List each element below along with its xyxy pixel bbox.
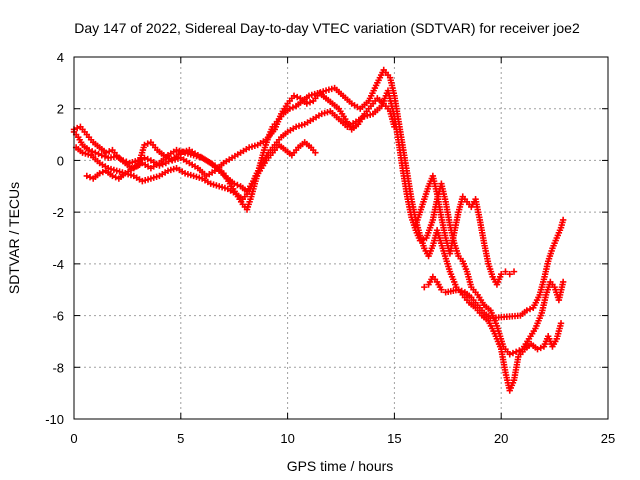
y-axis-label: SDTVAR / TECUs bbox=[6, 182, 22, 294]
series-track-4 bbox=[83, 139, 319, 195]
data-point bbox=[289, 104, 297, 111]
x-axis-label: GPS time / hours bbox=[287, 458, 394, 474]
y-tick-label: 4 bbox=[57, 50, 64, 65]
data-point bbox=[290, 92, 298, 99]
x-tick-label: 25 bbox=[601, 431, 615, 446]
data-point bbox=[144, 155, 151, 163]
data-point bbox=[286, 105, 293, 112]
y-tick-label: -8 bbox=[52, 360, 64, 375]
chart-title: Day 147 of 2022, Sidereal Day-to-day VTE… bbox=[74, 20, 580, 36]
data-point bbox=[559, 278, 567, 286]
data-point bbox=[88, 148, 96, 155]
data-point bbox=[74, 124, 81, 132]
data-point bbox=[303, 100, 311, 107]
data-point bbox=[502, 268, 509, 275]
series-track-6 bbox=[421, 216, 567, 322]
data-point bbox=[294, 93, 301, 101]
data-point bbox=[420, 236, 427, 243]
data-point bbox=[109, 172, 116, 180]
series-track-3 bbox=[70, 90, 398, 180]
x-tick-label: 5 bbox=[177, 431, 184, 446]
data-point bbox=[506, 351, 513, 358]
data-point bbox=[455, 286, 462, 293]
data-point bbox=[234, 181, 241, 189]
data-point bbox=[141, 141, 148, 149]
data-point bbox=[231, 180, 238, 187]
data-point bbox=[102, 149, 110, 156]
data-point bbox=[98, 152, 105, 159]
data-point bbox=[537, 344, 544, 352]
y-tick-label: -2 bbox=[52, 205, 64, 220]
data-point bbox=[509, 349, 517, 357]
data-point bbox=[159, 161, 166, 168]
data-point bbox=[416, 237, 424, 244]
data-point bbox=[438, 286, 445, 293]
x-tick-label: 20 bbox=[494, 431, 508, 446]
y-tick-label: 2 bbox=[57, 102, 64, 117]
data-point bbox=[516, 347, 523, 354]
data-point bbox=[83, 172, 91, 180]
y-tick-labels: -10 -8 -6 -4 -2 0 2 4 bbox=[45, 50, 64, 427]
series-track-5 bbox=[412, 172, 518, 288]
data-points bbox=[70, 66, 567, 394]
y-tick-label: -10 bbox=[45, 412, 64, 427]
data-point bbox=[506, 271, 513, 278]
data-point bbox=[92, 149, 99, 156]
y-tick-label: 0 bbox=[57, 153, 64, 168]
data-point bbox=[306, 99, 314, 106]
data-point bbox=[95, 150, 102, 158]
axis-ticks bbox=[73, 56, 609, 420]
data-point bbox=[86, 174, 94, 181]
data-point bbox=[498, 271, 505, 278]
series-track-2 bbox=[72, 87, 567, 358]
plot-frame bbox=[73, 56, 609, 420]
data-point bbox=[510, 268, 518, 275]
x-tick-labels: 0 5 10 15 20 25 bbox=[70, 431, 615, 446]
y-tick-label: -4 bbox=[52, 257, 64, 272]
x-tick-label: 10 bbox=[280, 431, 294, 446]
data-point bbox=[458, 287, 465, 295]
data-point bbox=[144, 140, 151, 147]
data-point bbox=[559, 216, 567, 224]
data-point bbox=[523, 307, 531, 314]
x-tick-label: 0 bbox=[70, 431, 77, 446]
data-point bbox=[534, 345, 541, 353]
data-point bbox=[557, 320, 565, 327]
data-point bbox=[101, 153, 109, 160]
data-point bbox=[96, 170, 103, 177]
data-point bbox=[512, 348, 520, 355]
data-point bbox=[391, 123, 398, 131]
data-point bbox=[312, 149, 319, 156]
x-tick-label: 15 bbox=[387, 431, 401, 446]
data-point bbox=[526, 305, 534, 313]
data-point bbox=[112, 174, 119, 181]
data-point bbox=[106, 148, 113, 155]
data-point bbox=[99, 168, 107, 176]
y-tick-label: -6 bbox=[52, 309, 64, 324]
data-point bbox=[421, 283, 428, 291]
